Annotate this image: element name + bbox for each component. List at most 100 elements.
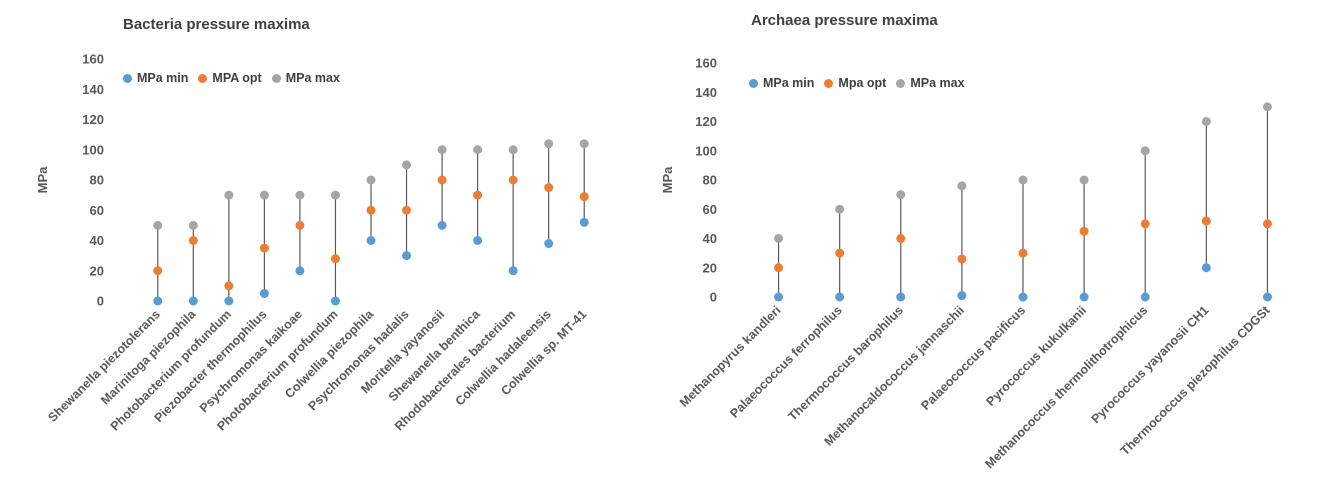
min-point xyxy=(1262,292,1272,302)
max-point xyxy=(437,145,447,155)
y-tick-label: 120 xyxy=(695,114,717,129)
legend-max-label: MPa max xyxy=(910,76,965,90)
legend-min-marker xyxy=(123,73,132,83)
max-point xyxy=(295,190,305,200)
max-point xyxy=(1262,102,1272,112)
opt-point xyxy=(774,263,784,273)
min-point xyxy=(1079,292,1089,302)
legend-item-min: MPa min xyxy=(749,76,814,90)
opt-point xyxy=(508,175,518,185)
max-point xyxy=(957,181,967,191)
max-point xyxy=(1079,175,1089,185)
y-tick-label: 0 xyxy=(710,290,717,305)
legend-max-label: MPa max xyxy=(285,71,340,85)
x-category-label: Thermococcus barophilus xyxy=(785,303,905,423)
y-axis-label: MPa xyxy=(660,166,675,194)
y-tick-label: 140 xyxy=(82,82,104,97)
opt-point xyxy=(330,254,340,264)
bacteria-chart-title: Bacteria pressure maxima xyxy=(123,16,310,33)
max-point xyxy=(1140,146,1150,156)
max-point xyxy=(473,145,483,155)
min-point xyxy=(330,296,340,306)
min-point xyxy=(544,239,554,249)
x-category-label: Palaeococcus pacificus xyxy=(918,303,1028,413)
opt-point xyxy=(1140,219,1150,229)
max-point xyxy=(508,145,518,155)
min-point xyxy=(259,288,269,298)
legend-item-max: MPa max xyxy=(896,76,965,90)
y-tick-label: 0 xyxy=(97,294,104,309)
legend-opt-marker xyxy=(824,78,834,88)
legend-opt-label: MPA opt xyxy=(212,71,262,85)
max-point xyxy=(224,190,234,200)
min-point xyxy=(508,266,518,276)
y-tick-label: 160 xyxy=(695,56,717,71)
min-point xyxy=(1140,292,1150,302)
legend-item-opt: Mpa opt xyxy=(824,76,886,90)
max-point xyxy=(1018,175,1028,185)
legend-opt-label: Mpa opt xyxy=(838,76,887,90)
opt-point xyxy=(1201,216,1211,226)
y-tick-label: 100 xyxy=(82,142,104,157)
min-point xyxy=(366,236,376,245)
opt-point xyxy=(188,236,198,245)
legend-item-opt: MPA opt xyxy=(198,71,262,85)
max-point xyxy=(330,190,340,200)
x-category-label: Methanopyrus kandleri xyxy=(677,303,784,410)
min-point xyxy=(1018,292,1028,302)
opt-point xyxy=(366,205,376,215)
opt-point xyxy=(473,190,483,200)
opt-point xyxy=(544,183,554,193)
y-tick-label: 40 xyxy=(703,231,717,246)
legend-max-marker xyxy=(271,73,281,83)
max-point xyxy=(579,139,589,149)
max-point xyxy=(259,190,269,200)
opt-point xyxy=(1262,219,1272,229)
legend-opt-marker xyxy=(198,73,208,83)
min-point xyxy=(1201,263,1211,273)
archaea-chart: 0 20 40 60 80 100 120 140 160 MPa Methanopyrus kan… xyxy=(660,56,1273,472)
legend-item-min: MPa min xyxy=(123,71,188,85)
min-point xyxy=(402,251,412,261)
min-point xyxy=(835,292,845,302)
min-point xyxy=(579,217,589,227)
min-point xyxy=(188,296,198,306)
min-point xyxy=(473,236,483,245)
opt-point xyxy=(835,248,845,258)
opt-point xyxy=(402,205,412,215)
y-tick-label: 60 xyxy=(90,203,104,218)
opt-point xyxy=(224,281,234,291)
legend-max-marker xyxy=(896,78,906,88)
max-point xyxy=(188,220,198,230)
x-category-label: Palaeococcus ferrophilus xyxy=(727,303,845,421)
y-axis-label: MPa xyxy=(35,166,50,194)
min-point xyxy=(153,296,163,306)
max-point xyxy=(1201,117,1211,126)
opt-point xyxy=(896,234,906,243)
legend-min-marker xyxy=(749,78,758,88)
y-tick-label: 140 xyxy=(695,85,717,100)
min-point xyxy=(896,292,906,302)
min-point xyxy=(437,220,447,230)
max-point xyxy=(835,204,845,214)
max-point xyxy=(774,234,784,243)
max-point xyxy=(402,160,412,170)
max-point xyxy=(896,190,906,200)
opt-point xyxy=(1018,248,1028,258)
y-tick-label: 80 xyxy=(90,173,104,188)
legend-min-label: MPa min xyxy=(137,71,189,85)
y-tick-label: 60 xyxy=(703,202,717,217)
archaea-chart-title: Archaea pressure maxima xyxy=(751,12,938,29)
opt-point xyxy=(957,254,967,264)
opt-point xyxy=(295,220,305,230)
opt-point xyxy=(259,243,269,253)
min-point xyxy=(295,266,305,276)
opt-point xyxy=(579,192,589,202)
y-tick-label: 80 xyxy=(703,173,717,188)
opt-point xyxy=(437,175,447,185)
legend-item-max: MPa max xyxy=(271,71,340,85)
archaea-legend: MPa min Mpa opt MPa max xyxy=(749,76,975,90)
y-tick-label: 100 xyxy=(695,143,717,158)
